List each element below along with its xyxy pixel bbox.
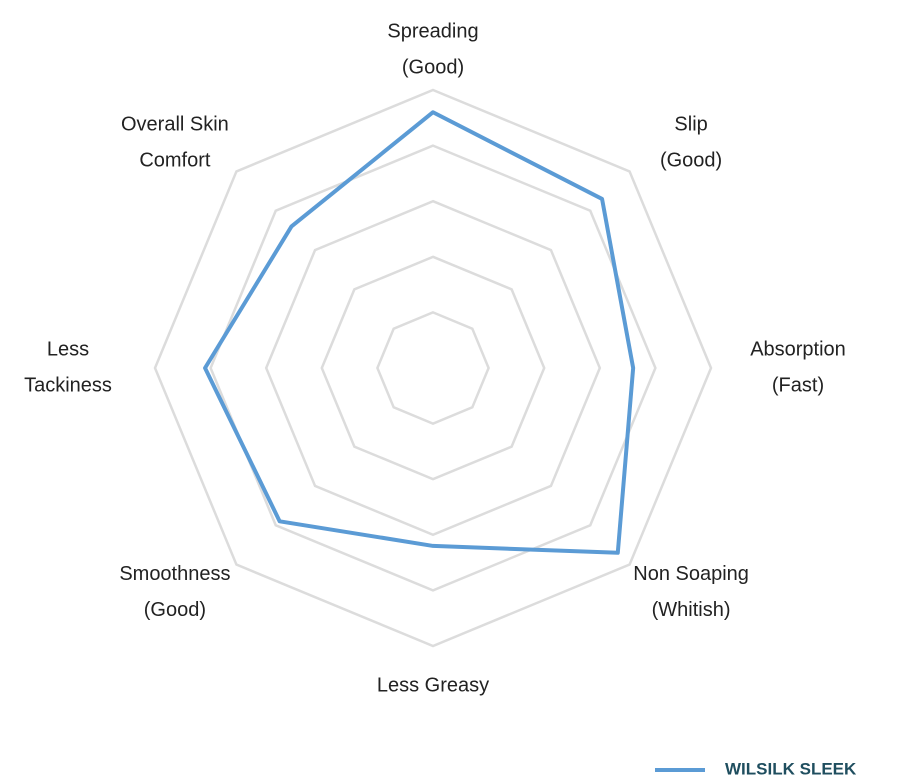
- axis-label: (Whitish): [652, 599, 731, 621]
- grid-ring: [264, 199, 602, 537]
- grid-ring: [209, 144, 657, 592]
- axis-label: Slip: [674, 113, 707, 135]
- axis-label: Less: [47, 338, 89, 360]
- axis-label: (Good): [402, 56, 464, 78]
- axis-label: (Good): [660, 149, 722, 171]
- axis-label: Comfort: [139, 149, 211, 171]
- axis-label: Tackiness: [24, 374, 112, 396]
- axis-label: Less Greasy: [377, 674, 489, 696]
- axis-label: Smoothness: [119, 563, 230, 585]
- grid-ring: [320, 255, 546, 481]
- axis-label: Non Soaping: [633, 563, 749, 585]
- axis-label: (Good): [144, 599, 206, 621]
- axis-label: Spreading: [387, 20, 478, 42]
- grid-ring: [153, 88, 713, 648]
- series-line: [203, 110, 636, 555]
- axis-label: (Fast): [772, 374, 824, 396]
- axis-label: Overall Skin: [121, 113, 229, 135]
- legend-text: WILSILK SLEEK: [725, 759, 857, 778]
- grid-ring: [376, 311, 490, 425]
- axis-label: Absorption: [750, 338, 846, 360]
